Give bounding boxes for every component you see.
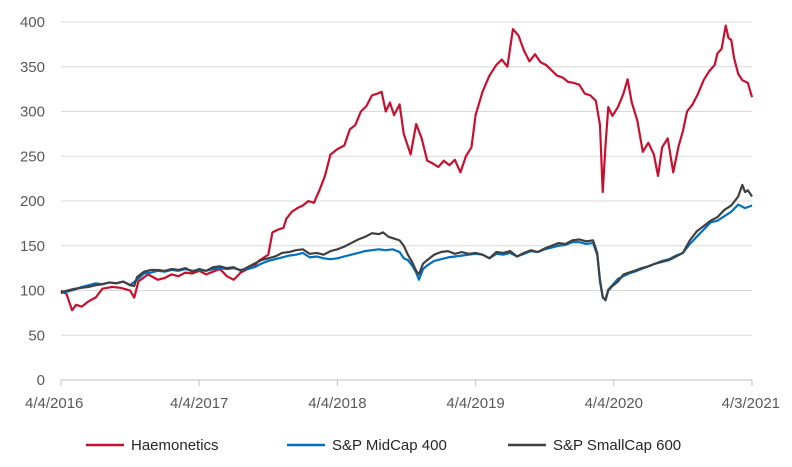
legend-label: S&P SmallCap 600	[553, 437, 681, 454]
y-tick-label: 250	[20, 148, 45, 165]
y-tick-label: 150	[20, 238, 45, 255]
legend: Haemonetics S&P MidCap 400 S&P SmallCap 60…	[86, 437, 681, 454]
x-tick-label: 4/4/2020	[585, 395, 643, 412]
series-line-s-p-smallcap-600	[60, 183, 753, 302]
x-tick-label: 4/4/2018	[308, 395, 366, 412]
y-tick-label: 0	[37, 372, 45, 389]
y-tick-label: 100	[20, 283, 45, 300]
x-tick-label: 4/4/2017	[170, 395, 228, 412]
y-tick-label: 350	[20, 59, 45, 76]
y-tick-label: 200	[20, 193, 45, 210]
y-tick-label: 300	[20, 104, 45, 121]
y-tick-label: 50	[28, 327, 45, 344]
axes: 0 50 100 150 200 250 300 350 400 4/4/2016 4/4/2017…	[20, 14, 780, 412]
series-lines	[60, 24, 754, 312]
series-line-haemonetics	[60, 24, 754, 312]
gridlines	[61, 21, 752, 336]
x-tick-label: 4/3/2021	[722, 395, 780, 412]
x-tick-label: 4/4/2019	[446, 395, 504, 412]
y-tick-label: 400	[20, 14, 45, 31]
x-tick-label: 4/4/2016	[25, 395, 83, 412]
legend-label: S&P MidCap 400	[332, 437, 447, 454]
legend-label: Haemonetics	[131, 437, 219, 454]
